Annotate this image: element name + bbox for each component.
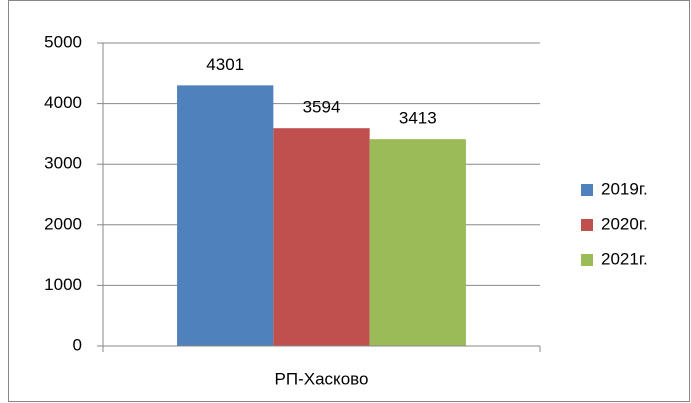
y-tick-label: 2000 [44, 214, 82, 233]
legend-label: 2021г. [601, 249, 648, 268]
legend-swatch [581, 254, 593, 266]
bar [273, 128, 370, 346]
data-label: 4301 [206, 55, 244, 74]
data-label: 3594 [303, 98, 341, 117]
y-tick-label: 3000 [44, 154, 82, 173]
data-label: 3413 [399, 109, 437, 128]
bar [177, 85, 274, 346]
legend-swatch [581, 184, 593, 196]
legend-label: 2019г. [601, 179, 648, 198]
bar [369, 139, 466, 346]
y-tick-label: 0 [73, 335, 82, 354]
y-tick-label: 1000 [44, 275, 82, 294]
x-tick-label: РП-Хасково [275, 369, 369, 388]
y-tick-label: 5000 [44, 32, 82, 51]
legend-label: 2020г. [601, 214, 648, 233]
y-tick-label: 4000 [44, 93, 82, 112]
legend-swatch [581, 219, 593, 231]
